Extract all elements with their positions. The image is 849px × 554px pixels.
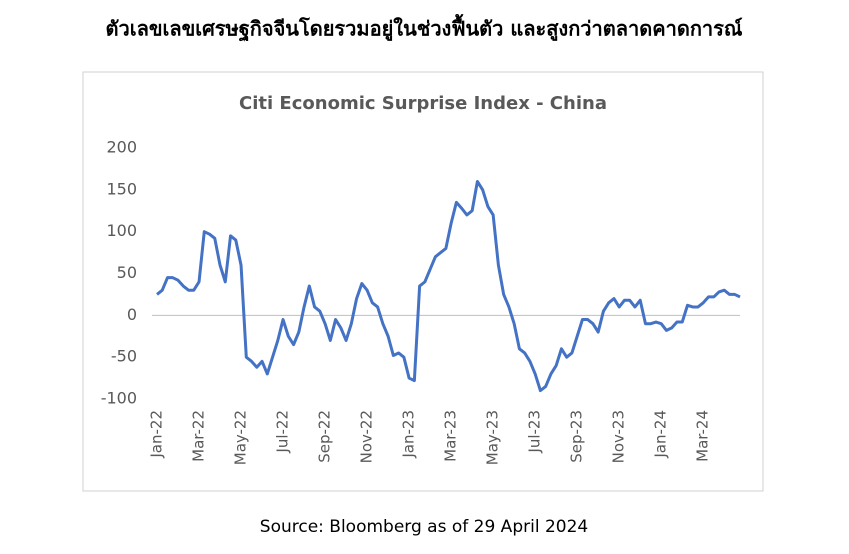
x-tick-label: Mar-23: [442, 410, 460, 462]
y-tick-label: -100: [101, 389, 137, 408]
series-line: [156, 179, 741, 393]
y-tick-label: 50: [117, 263, 137, 282]
x-tick-label: May-22: [232, 410, 250, 465]
x-tick-label: Mar-22: [190, 410, 208, 462]
x-tick-label: Nov-22: [358, 410, 376, 463]
chart-title: Citi Economic Surprise Index - China: [239, 93, 607, 114]
y-tick-label: 0: [127, 305, 137, 324]
x-tick-label: Jan-22: [148, 410, 166, 459]
y-tick-label: 100: [106, 221, 137, 240]
page-heading: ตัวเลขเลขเศรษฐกิจจีนโดยรวมอยู่ในช่วงฟื้น…: [106, 14, 743, 43]
x-tick-label: Mar-24: [694, 410, 712, 462]
x-tick-label: Sep-22: [316, 410, 334, 463]
x-tick-label: Jul-23: [526, 410, 544, 454]
x-tick-label: Jan-24: [652, 410, 670, 459]
x-tick-label: Jul-22: [274, 410, 292, 454]
x-tick-label: Nov-23: [610, 410, 628, 463]
y-tick-label: 200: [106, 138, 137, 157]
x-tick-label: May-23: [484, 410, 502, 465]
y-tick-label: 150: [106, 179, 137, 198]
y-tick-label: -50: [111, 347, 137, 366]
source-note: Source: Bloomberg as of 29 April 2024: [260, 517, 588, 537]
x-tick-label: Sep-23: [568, 410, 586, 463]
x-tick-label: Jan-23: [400, 410, 418, 459]
